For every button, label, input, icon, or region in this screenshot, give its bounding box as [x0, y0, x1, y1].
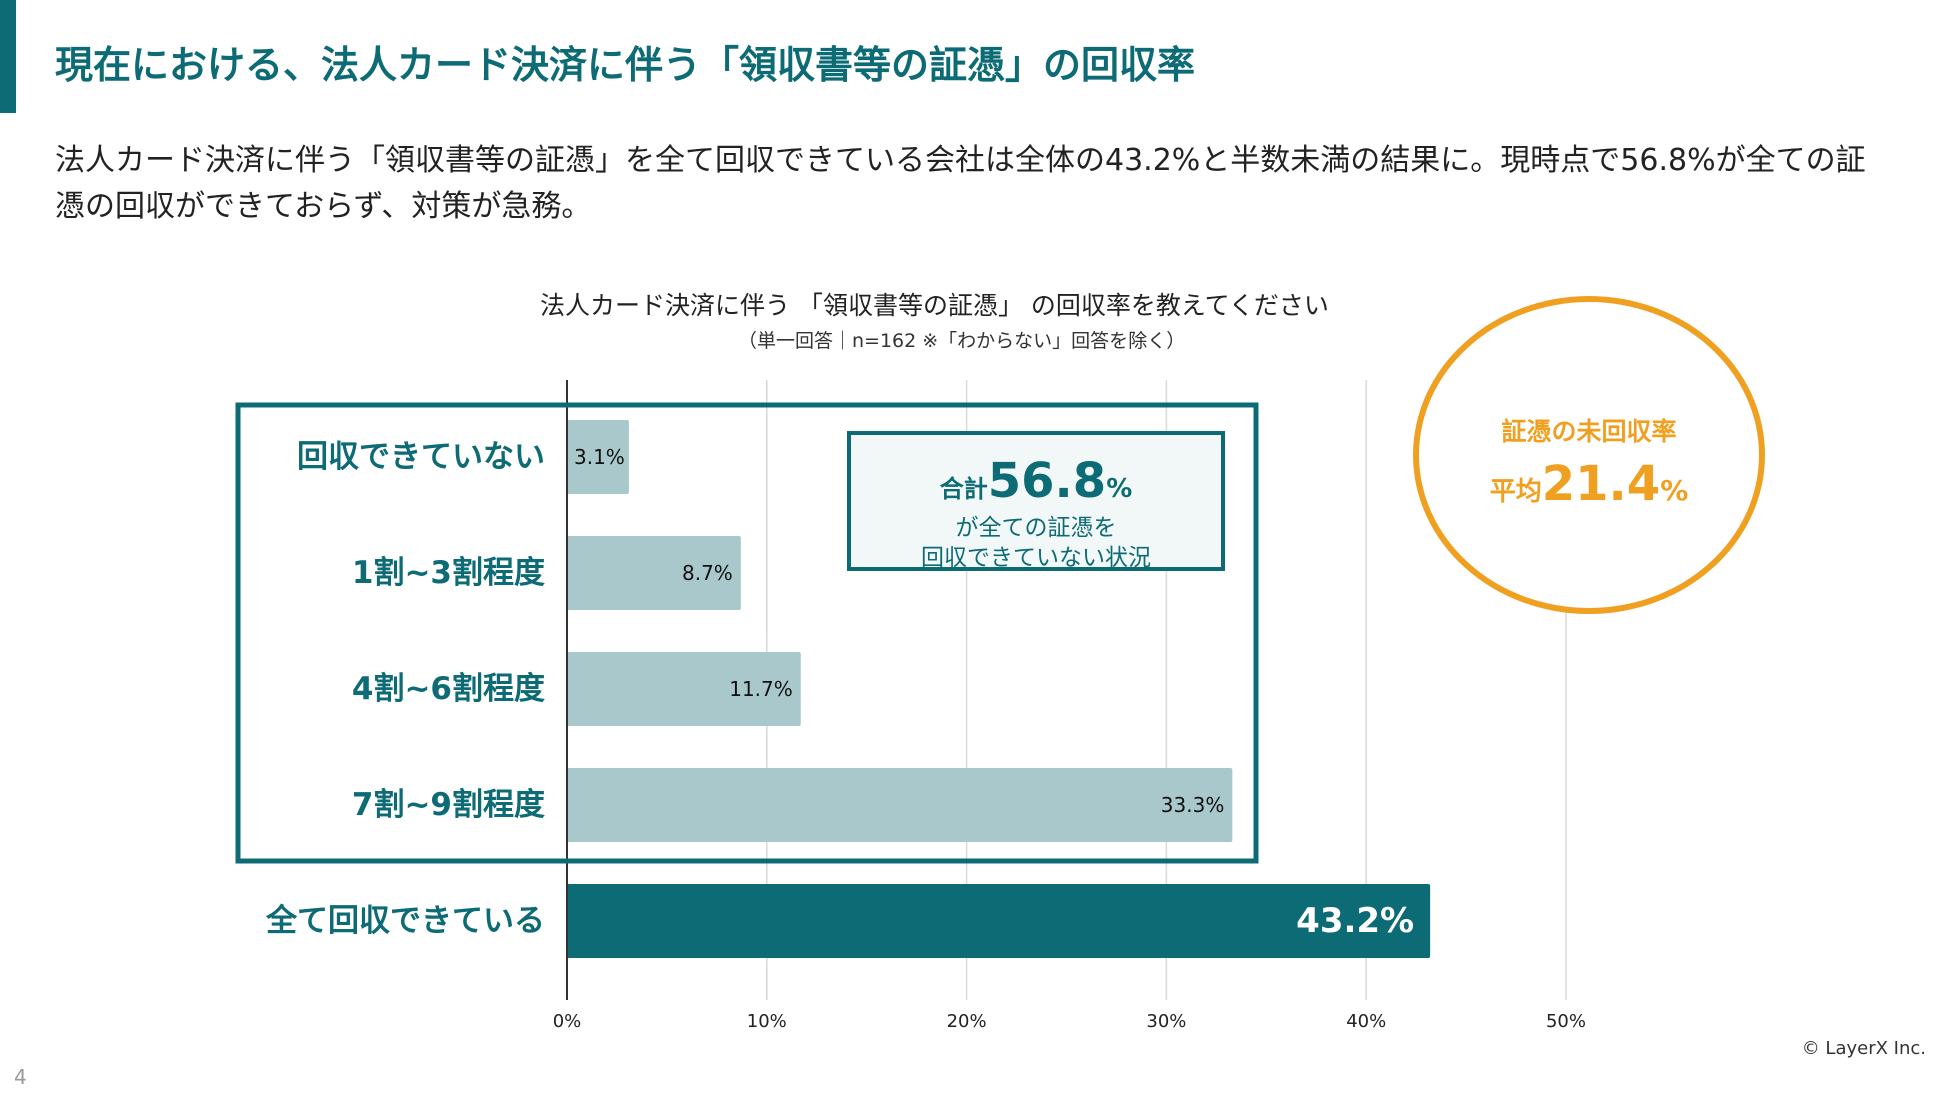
total-desc-line1: が全ての証憑を	[955, 515, 1117, 541]
summary-text: 法人カード決済に伴う「領収書等の証憑」を全て回収できている会社は全体の43.2%…	[55, 143, 1866, 224]
bar-value-label: 3.1%	[574, 445, 625, 469]
page-number: 4	[14, 1065, 27, 1089]
x-tick-label: 0%	[553, 1011, 582, 1032]
chart-subtitle: （単一回答｜n=162 ※「わからない」回答を除く）	[738, 330, 1186, 352]
bar-value-label: 43.2%	[1296, 901, 1414, 941]
bar-value-label: 33.3%	[1161, 793, 1225, 817]
chart-title: 法人カード決済に伴う 「領収書等の証憑」 の回収率を教えてください	[540, 291, 1329, 320]
x-tick-label: 30%	[1146, 1011, 1186, 1032]
x-tick-label: 40%	[1346, 1011, 1386, 1032]
bar-value-label: 8.7%	[682, 561, 733, 585]
average-label: 証憑の未回収率	[1501, 417, 1677, 446]
category-label: 全て回収できている	[265, 903, 545, 939]
bar	[567, 884, 1431, 958]
category-label: 1割~3割程度	[352, 555, 545, 591]
total-prefix: 合計	[939, 475, 988, 503]
average-callout-circle: 証憑の未回収率 平均21.4%	[1413, 296, 1765, 614]
total-unit: %	[1106, 474, 1133, 504]
average-unit: %	[1660, 474, 1689, 507]
bar	[567, 768, 1233, 842]
category-label: 7割~9割程度	[352, 787, 545, 823]
title-accent-bar	[0, 0, 16, 113]
x-tick-label: 10%	[747, 1011, 787, 1032]
total-desc-line2: 回収できていない状況	[921, 545, 1151, 571]
average-headline: 平均21.4%	[1419, 456, 1759, 512]
category-label: 回収できていない	[297, 439, 545, 475]
bar	[567, 536, 741, 610]
incomplete-group-frame	[235, 402, 1259, 864]
copyright: © LayerX Inc.	[1801, 1038, 1926, 1059]
average-prefix: 平均	[1489, 477, 1542, 507]
bar	[567, 652, 801, 726]
slide-title: 現在における、法人カード決済に伴う「領収書等の証憑」の回収率	[55, 43, 1196, 87]
x-tick-label: 20%	[947, 1011, 987, 1032]
average-value: 21.4	[1541, 456, 1661, 512]
total-headline: 合計56.8%	[851, 453, 1221, 509]
bar	[567, 420, 629, 494]
total-callout: 合計56.8% が全ての証憑を 回収できていない状況	[847, 431, 1225, 571]
bar-value-label: 11.7%	[729, 677, 793, 701]
x-tick-label: 50%	[1546, 1011, 1586, 1032]
total-value: 56.8	[987, 453, 1107, 509]
total-description: が全ての証憑を 回収できていない状況	[851, 513, 1221, 573]
category-label: 4割~6割程度	[352, 671, 545, 707]
